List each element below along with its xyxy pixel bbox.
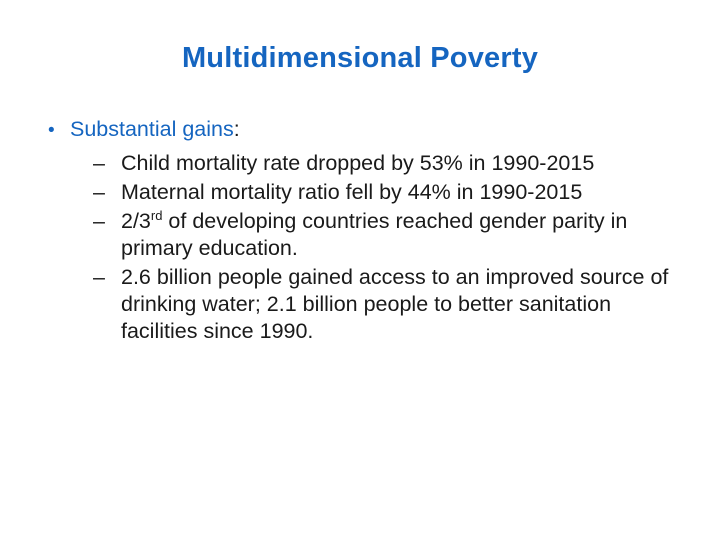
dash-icon: – <box>93 180 105 204</box>
ordinal-superscript: rd <box>150 208 163 223</box>
sub-bullet-text-post: of developing countries reached gender p… <box>121 209 628 260</box>
bullet-main-label: Substantial gains <box>70 117 234 141</box>
dash-icon: – <box>93 265 105 289</box>
slide-title: Multidimensional Poverty <box>181 42 539 74</box>
sub-bullet-child-mortality: – Child mortality rate dropped by 53% in… <box>93 150 693 177</box>
bullet-dot-icon: • <box>48 120 55 141</box>
sub-bullet-maternal-mortality: – Maternal mortality ratio fell by 44% i… <box>93 179 693 206</box>
sub-bullet-gender-parity: – 2/3rd of developing countries reached … <box>93 208 693 262</box>
bullet-main-colon: : <box>233 117 240 141</box>
sub-bullet-water-sanitation: – 2.6 billion people gained access to an… <box>93 264 693 345</box>
bullet-main: • Substantial gains: <box>48 114 240 146</box>
sub-bullet-text: Maternal mortality ratio fell by 44% in … <box>121 180 583 204</box>
dash-icon: – <box>93 209 105 233</box>
dash-icon: – <box>93 151 105 175</box>
sub-bullet-text: Child mortality rate dropped by 53% in 1… <box>121 151 595 175</box>
sub-bullet-list: – Child mortality rate dropped by 53% in… <box>93 150 693 347</box>
sub-bullet-text-pre: 2/3 <box>121 209 151 233</box>
sub-bullet-text: 2.6 billion people gained access to an i… <box>121 265 669 343</box>
